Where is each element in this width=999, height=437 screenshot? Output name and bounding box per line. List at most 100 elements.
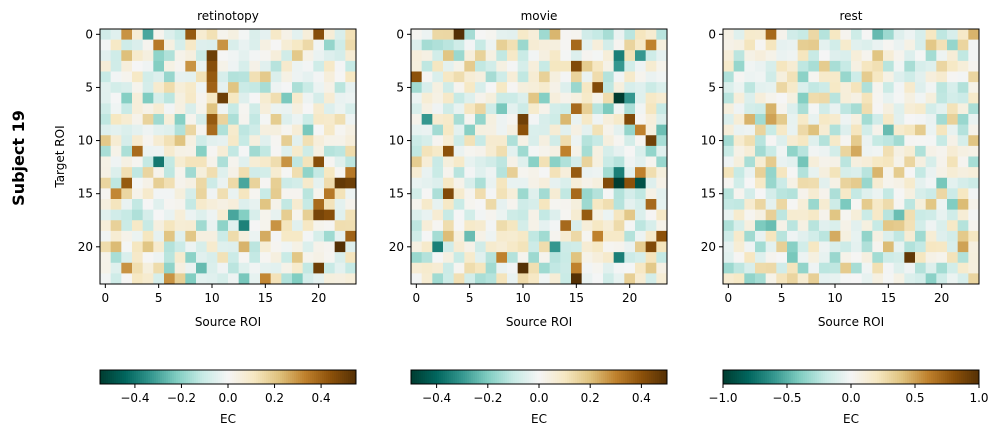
colorbar-segment [815,370,818,384]
heatmap-cell [453,39,465,51]
heatmap-cell [613,177,625,189]
heatmap-cell [121,177,133,189]
heatmap-cell [517,241,529,253]
heatmap-cell [904,252,916,264]
heatmap-cell [260,262,271,274]
heatmap-cell [957,145,969,157]
heatmap-cell [581,273,593,285]
colorbar-segment [348,370,351,384]
heatmap-cell [755,188,766,200]
heatmap-cell [228,145,239,157]
heatmap-cell [345,209,357,221]
heatmap-cell [925,50,937,62]
heatmap-cell [968,177,980,189]
heatmap-cell [776,60,788,72]
heatmap-cell [421,167,433,179]
heatmap-cell [238,124,250,136]
heatmap-cell [904,135,916,147]
colorbar-segment [214,370,217,384]
heatmap-cell [411,103,422,115]
heatmap-cell [765,145,777,157]
heatmap-cell [613,209,625,221]
heatmap-cell [260,92,271,104]
heatmap-cell [121,230,133,242]
colorbar-segment [208,370,211,384]
colorbar-segment [264,370,267,384]
heatmap-cell [334,188,346,200]
heatmap-cell [453,177,465,189]
heatmap-cell [603,177,614,189]
heatmap-cell [957,50,969,62]
heatmap-cell [560,220,572,232]
heatmap-cell [464,103,476,115]
heatmap-cell [744,145,756,157]
colorbar-segment [931,370,934,384]
colorbar-segment [188,370,191,384]
colorbar-segment [232,370,235,384]
heatmap-cell [313,167,325,179]
colorbar-segment [274,370,277,384]
heatmap-cell [829,230,841,242]
heatmap-cell [421,262,433,274]
heatmap-cell [228,92,239,104]
heatmap-cell [581,82,593,94]
y-tick-label: 5 [85,80,93,94]
colorbar-segment [747,370,750,384]
colorbar-segment [787,370,790,384]
heatmap-cell [132,50,143,62]
heatmap-cell [925,230,937,242]
heatmap-cell [603,209,614,221]
colorbar-retinotopy: −0.4 −0.2 0.0 0.2 0.4EC [99,369,357,426]
colorbar-segment [809,370,812,384]
heatmap-cell [603,92,614,104]
colorbar-segment [737,370,740,384]
colorbar-segment [314,370,317,384]
heatmap-cell [571,220,582,232]
heatmap-cell [925,273,937,285]
heatmap-cell [174,177,186,189]
colorbar-segment [344,370,347,384]
heatmap-cell [121,39,133,51]
heatmap-cell [334,252,346,264]
heatmap-cell [196,114,207,125]
heatmap-cell [421,252,433,264]
colorbar-segment [256,370,259,384]
heatmap-cell [733,156,745,168]
colorbar-segment [647,370,650,384]
heatmap-cell [936,82,948,94]
heatmap-cell [142,71,154,83]
heatmap-cell [968,60,980,72]
heatmap-cell [464,124,476,136]
heatmap-cell [624,230,636,242]
heatmap-cell [539,209,550,221]
heatmap-cell [443,156,454,168]
heatmap-cell [549,82,561,94]
heatmap-cell [281,230,293,242]
heatmap-cell [549,29,561,40]
heatmap-cell [925,262,937,274]
heatmap-cell [292,199,303,210]
heatmap-cell [787,188,798,200]
heatmap-cell [292,188,303,200]
heatmap-cell [496,262,508,274]
heatmap-cell [260,167,271,179]
heatmap-cell [164,230,175,242]
heatmap-cell [528,82,540,94]
heatmap-cell [453,252,465,264]
heatmap-cell [110,230,122,242]
heatmap-cell [132,167,143,179]
colorbar-segment [805,370,808,384]
heatmap-cell [787,124,798,136]
heatmap-cell [957,71,969,83]
heatmap-cell [270,135,282,147]
axes-frame [99,28,357,285]
colorbar-label: EC [220,412,236,426]
heatmap-cell [840,273,852,285]
colorbar-segment [807,370,810,384]
heatmap-cell [164,252,175,264]
heatmap-cell [507,50,518,62]
heatmap-cell [528,273,540,285]
heatmap-cell [496,39,508,51]
heatmap-cell [872,60,884,72]
colorbar-segment [967,370,970,384]
